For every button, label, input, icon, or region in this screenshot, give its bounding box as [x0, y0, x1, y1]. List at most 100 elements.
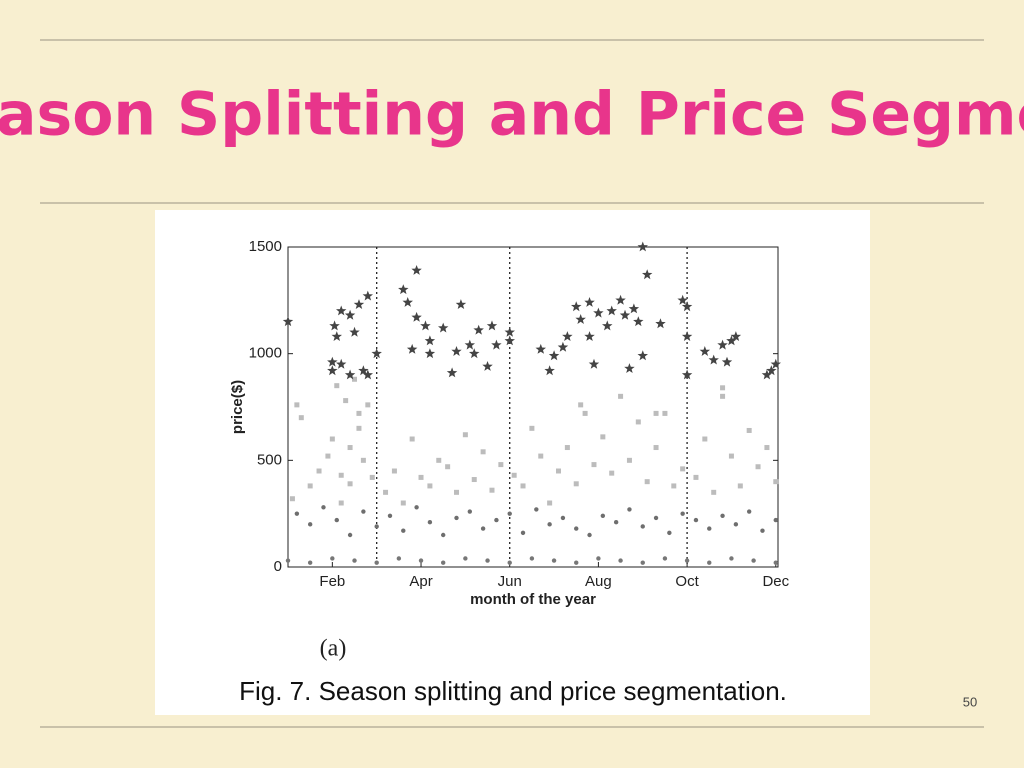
y-tick-label: 1000 [249, 345, 282, 362]
star-point [615, 294, 626, 305]
plot-frame [287, 246, 779, 568]
star-point [438, 322, 449, 333]
page-number: 50 [963, 694, 977, 709]
square-point [538, 453, 544, 459]
star-point [699, 346, 711, 356]
star-point [584, 297, 595, 307]
square-point [400, 500, 406, 506]
square-point [555, 468, 561, 474]
dot-point [401, 528, 406, 533]
star-point [353, 299, 365, 309]
star-point [420, 320, 431, 331]
dot-point [507, 560, 512, 565]
star-point [504, 335, 515, 346]
square-point [773, 479, 779, 485]
square-point [653, 445, 659, 451]
y-axis-label: price($) [229, 380, 246, 434]
star-point [482, 361, 493, 371]
square-point [365, 402, 371, 408]
dot-point [374, 524, 379, 529]
square-point [600, 434, 606, 440]
star-point [708, 354, 719, 365]
star-point [766, 365, 777, 376]
star-point [358, 365, 369, 376]
square-point [356, 425, 362, 431]
square-point [529, 425, 535, 431]
square-point [644, 479, 650, 485]
dot-point [427, 520, 433, 525]
dot-point [494, 517, 499, 523]
dot-point [418, 558, 424, 563]
star-point [349, 326, 360, 337]
figure-box [155, 210, 870, 715]
star-point [455, 299, 467, 309]
square-point [720, 385, 726, 391]
square-point [511, 472, 517, 478]
star-point [726, 335, 737, 346]
star-point [464, 339, 475, 350]
dot-point [547, 522, 552, 527]
dot-point [574, 526, 579, 531]
star-point [717, 339, 728, 350]
square-point [609, 470, 615, 476]
square-point [445, 464, 451, 470]
star-point [624, 363, 635, 373]
caption: Fig. 7. Season splitting and price segme… [239, 676, 787, 706]
x-tick-label: Aug [585, 573, 612, 590]
star-point [406, 343, 418, 354]
dot-point [760, 528, 765, 533]
dot-point [520, 530, 526, 536]
dot-point [463, 556, 468, 561]
star-point [619, 309, 631, 320]
star-point [469, 348, 480, 359]
star-point [575, 314, 586, 324]
x-tick-label: Feb [319, 573, 345, 590]
square-point [702, 436, 708, 442]
dot-point [746, 509, 752, 514]
square-point [711, 489, 717, 495]
star-point [637, 350, 648, 361]
dot-point [693, 517, 699, 523]
dot-point [480, 526, 486, 531]
star-point [535, 343, 546, 354]
dot-point [560, 515, 566, 521]
star-point [681, 331, 693, 341]
star-point [473, 324, 484, 335]
dot-point [454, 515, 459, 521]
star-point [362, 369, 373, 380]
star-point [677, 294, 688, 305]
star-point [327, 365, 338, 376]
dot-point [733, 522, 739, 527]
star-point [336, 305, 347, 316]
dot-point [441, 560, 446, 565]
square-point [294, 402, 300, 408]
dot-point [551, 558, 557, 563]
dot-point [534, 507, 539, 512]
square-point [582, 410, 588, 416]
square-point [347, 481, 353, 487]
dot-point [396, 556, 402, 561]
square-point [298, 415, 304, 421]
square-point [662, 410, 668, 416]
square-point [427, 483, 433, 489]
dot-point [707, 560, 712, 565]
star-point [411, 265, 422, 275]
subcaption: (a) [320, 636, 347, 662]
star-point [402, 297, 413, 307]
star-point [446, 367, 458, 378]
square-point [764, 445, 770, 451]
dot-point [307, 560, 313, 565]
dot-point [334, 517, 339, 523]
square-point [520, 483, 526, 489]
square-point [343, 398, 349, 404]
square-point [352, 376, 358, 382]
dot-point [307, 522, 313, 527]
star-point [628, 303, 640, 314]
star-point [562, 331, 573, 341]
square-point [547, 500, 553, 506]
square-point [360, 457, 366, 463]
square-point [498, 462, 504, 468]
star-point [548, 350, 560, 361]
square-point [480, 449, 486, 455]
